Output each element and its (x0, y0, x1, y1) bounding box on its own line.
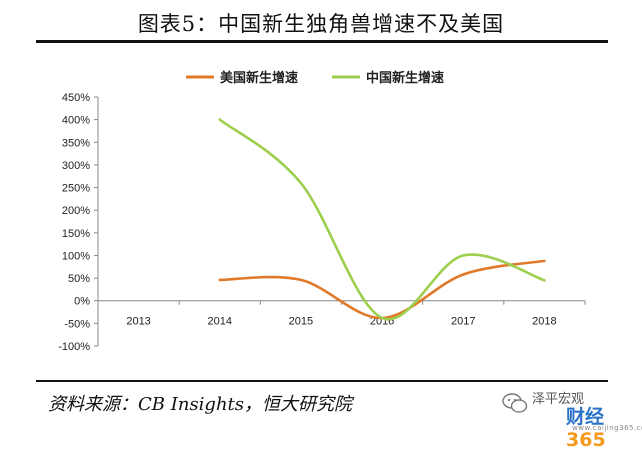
y-tick-label: 50% (68, 273, 90, 285)
y-tick-label: 150% (62, 228, 90, 240)
legend-label-1: 中国新生增速 (366, 70, 444, 86)
wechat-icon (502, 393, 528, 413)
figure-title: 图表5：中国新生独角兽增速不及美国 (137, 12, 505, 36)
line-chart: 美国新生增速 中国新生增速 -100% -50% 0% 50% 100% 150% 200% 2… (58, 70, 586, 353)
legend-label-0: 美国新生增速 (220, 70, 298, 86)
y-tick-label: 100% (62, 250, 90, 262)
watermark-brand-text: 财经 (566, 406, 605, 428)
x-tick-label: 2013 (126, 316, 150, 328)
y-tick-label: 0% (74, 296, 90, 308)
x-tick-label: 2015 (289, 316, 313, 328)
watermark-brand-number: 365 (566, 429, 606, 451)
x-axis: 2013 2014 2015 2016 2017 2018 (97, 300, 586, 328)
y-tick-label: 200% (62, 205, 90, 217)
x-tick-label: 2014 (208, 316, 232, 328)
y-axis: -100% -50% 0% 50% 100% 150% 200% 250% 300% 350% 40… (58, 92, 99, 353)
y-tick-label: 450% (62, 92, 90, 104)
watermark-account: 泽平宏观 (532, 392, 585, 407)
chart-legend: 美国新生增速 中国新生增速 (186, 70, 444, 86)
source-rule (36, 380, 608, 382)
y-tick-label: 250% (62, 183, 90, 195)
y-tick-label: 400% (62, 115, 90, 127)
y-tick-label: 300% (62, 160, 90, 172)
y-tick-label: -50% (64, 318, 90, 330)
title-rule (36, 40, 608, 43)
y-tick-label: -100% (58, 341, 90, 353)
series-line-1 (218, 118, 546, 321)
watermark: 泽平宏观 财经365 www.caijing365.com (500, 388, 642, 451)
series-layer (218, 118, 546, 321)
x-tick-label: 2018 (532, 316, 556, 328)
y-tick-label: 350% (62, 137, 90, 149)
series-line-0 (218, 259, 546, 320)
source-note: 资料来源：CB Insights，恒大研究院 (48, 394, 353, 415)
x-tick-label: 2017 (451, 316, 475, 328)
watermark-url: www.caijing365.com (572, 424, 642, 432)
